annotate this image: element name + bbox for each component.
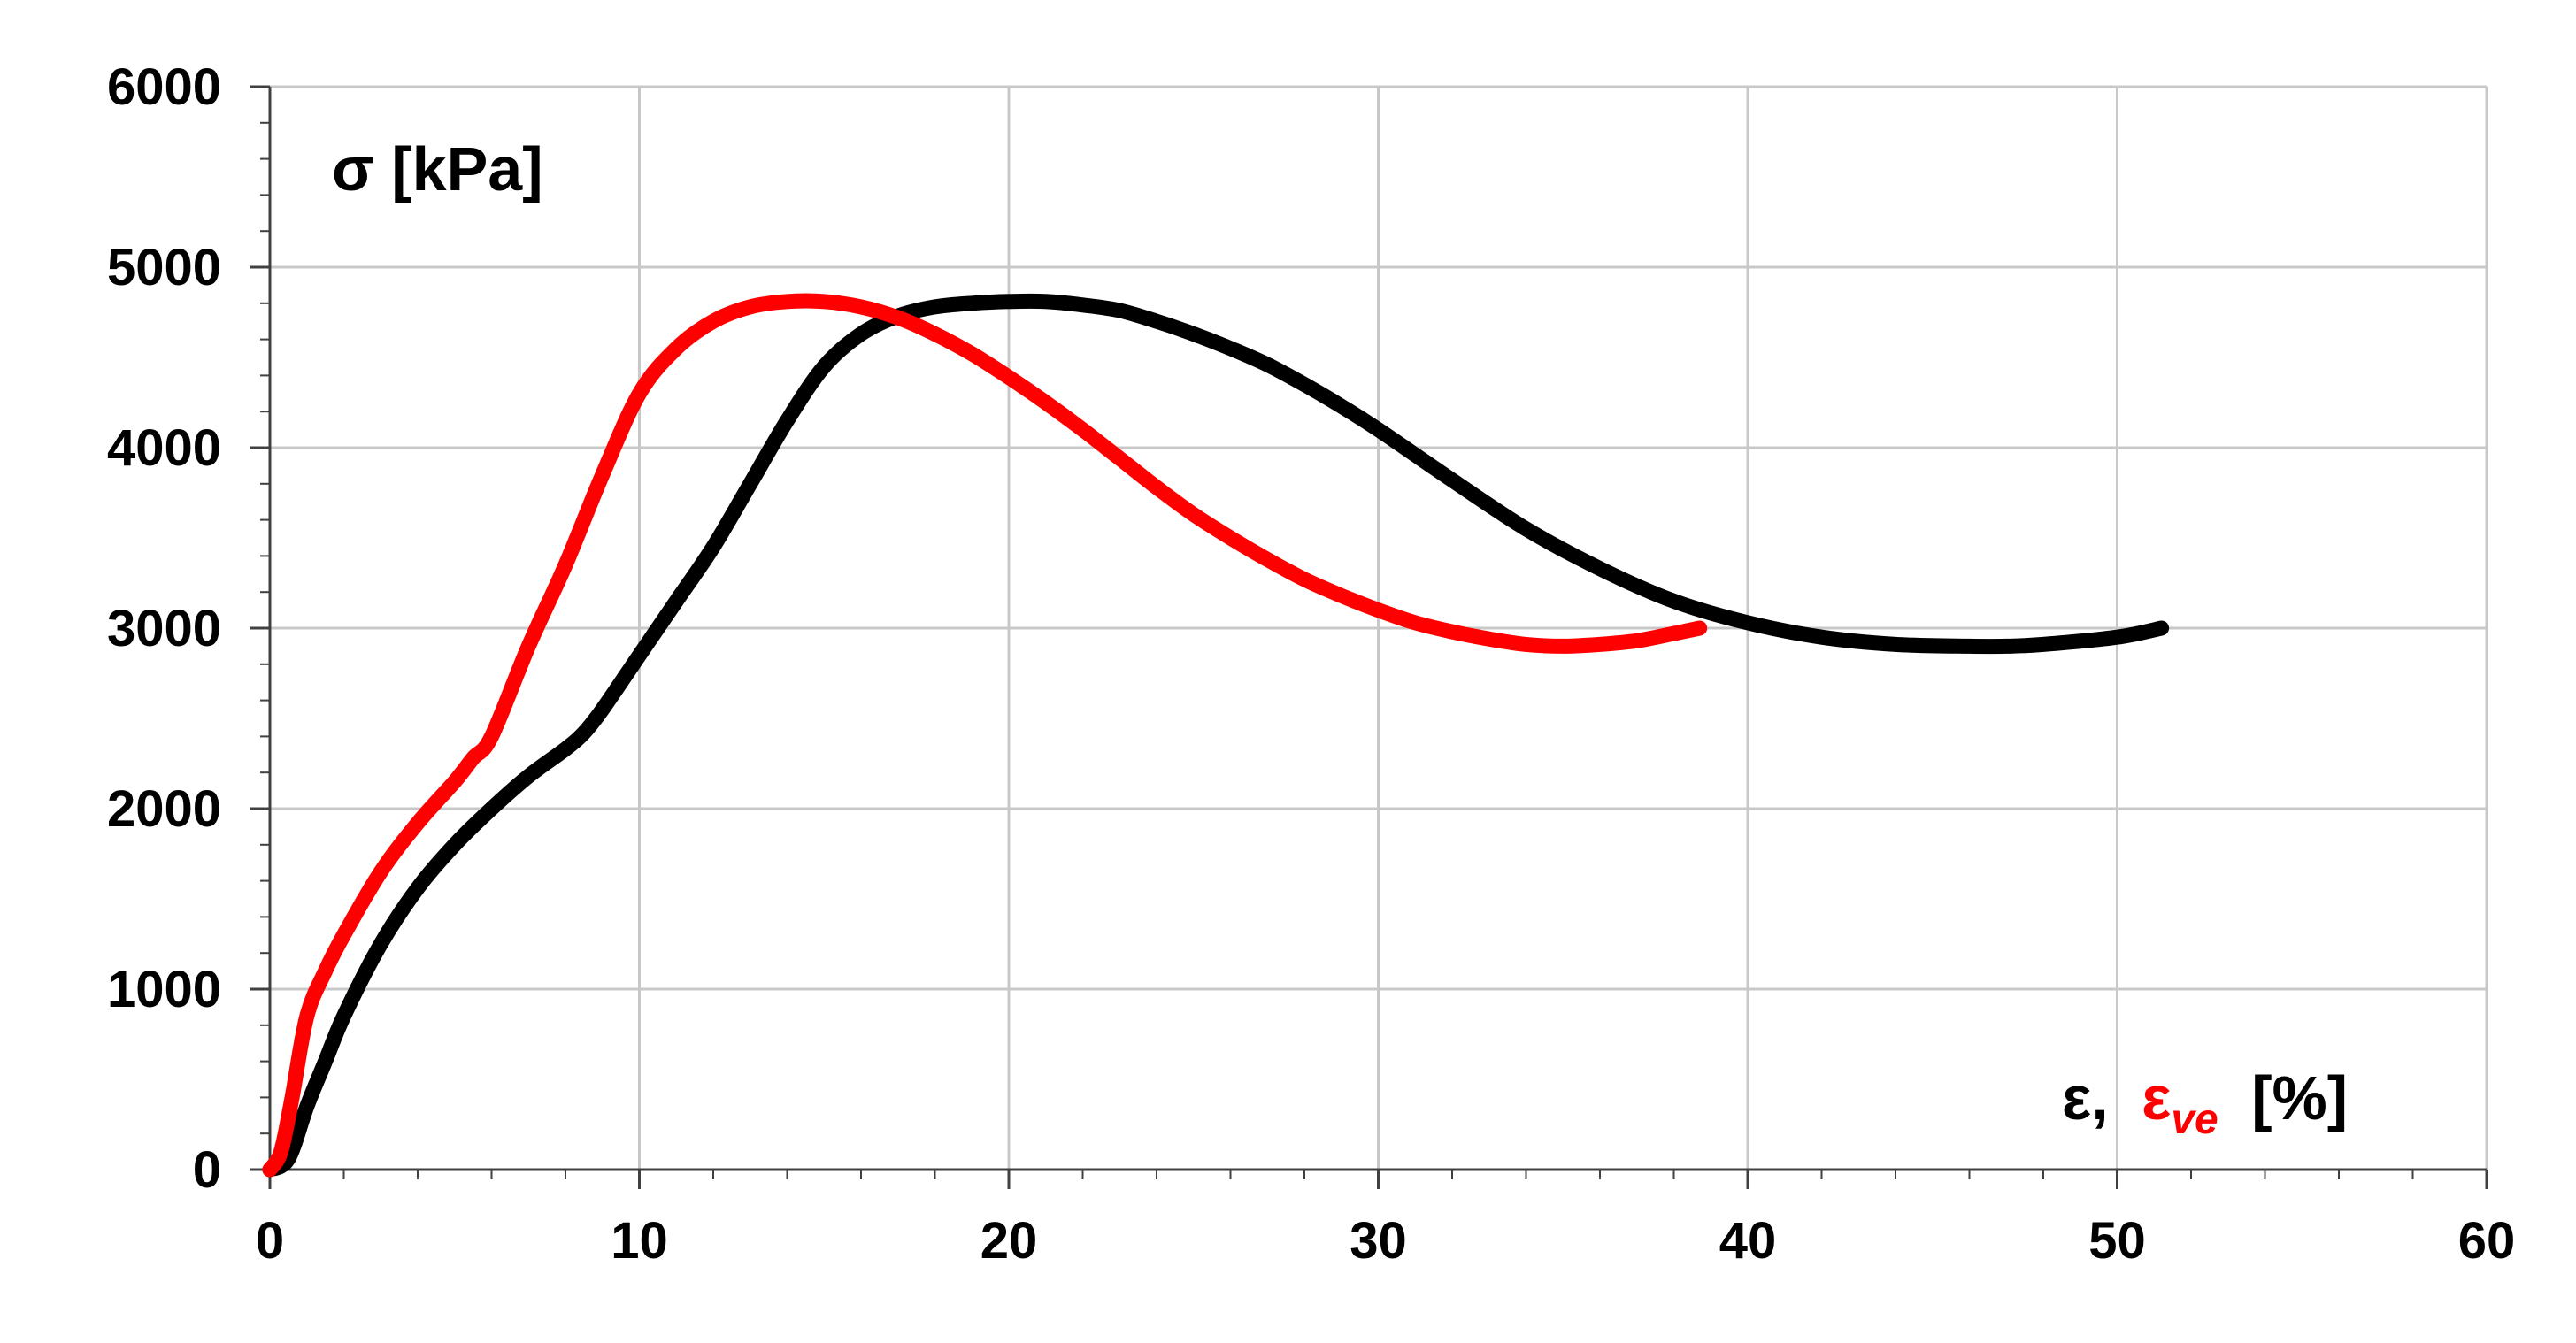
y-tick-label: 5000 — [107, 239, 221, 296]
grid-lines — [270, 85, 2488, 1170]
series-line-black — [262, 293, 2170, 1178]
x-axis-label-ve-subscript: ve — [2171, 1096, 2218, 1143]
x-tick-label: 60 — [2458, 1212, 2516, 1270]
x-axis-label: ε, εve [%] — [2062, 1063, 2348, 1147]
y-tick-label: 3000 — [107, 600, 221, 657]
x-tick-label: 50 — [2088, 1212, 2146, 1270]
x-tick-label: 0 — [256, 1212, 284, 1270]
tick-labels: 0 1000 2000 3000 4000 5000 6000 0 10 20 30 40 50 60 — [107, 58, 2515, 1270]
y-axis-label: σ [kPa] — [332, 134, 543, 203]
y-tick-label: 0 — [193, 1141, 221, 1199]
y-tick-label: 4000 — [107, 419, 221, 477]
y-tick-label: 6000 — [107, 58, 221, 116]
axes — [250, 85, 2488, 1189]
x-tick-label: 10 — [611, 1212, 668, 1270]
y-tick-label: 2000 — [107, 780, 221, 838]
x-tick-label: 30 — [1350, 1212, 1407, 1270]
x-axis-label-ve-strain: ε — [2142, 1063, 2171, 1132]
x-axis-label-strain: ε, — [2062, 1063, 2109, 1132]
series-line-red — [262, 293, 1708, 1178]
x-axis-label-unit: [%] — [2251, 1063, 2348, 1132]
series-lines — [262, 293, 2170, 1178]
y-tick-label: 1000 — [107, 961, 221, 1018]
x-tick-label: 40 — [1719, 1212, 1777, 1270]
x-tick-label: 20 — [980, 1212, 1038, 1270]
